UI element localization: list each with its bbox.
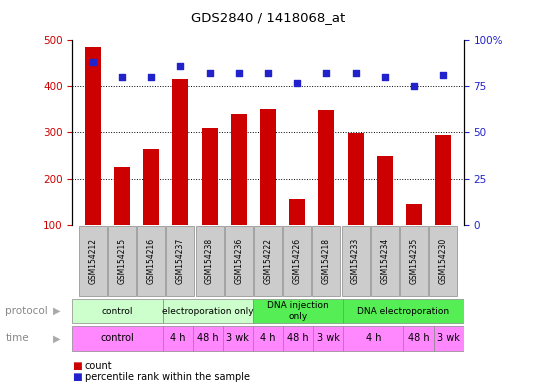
Text: DNA electroporation: DNA electroporation <box>358 306 450 316</box>
Bar <box>260 109 276 225</box>
Bar <box>114 167 130 225</box>
Bar <box>371 226 399 296</box>
Text: GSM154233: GSM154233 <box>351 238 360 284</box>
Text: ■: ■ <box>72 361 82 371</box>
Bar <box>318 110 334 225</box>
Text: count: count <box>85 361 113 371</box>
Bar <box>173 79 189 225</box>
Text: ▶: ▶ <box>53 333 60 344</box>
Bar <box>312 226 340 296</box>
Text: GSM154230: GSM154230 <box>438 238 448 284</box>
Text: 4 h: 4 h <box>170 333 185 344</box>
Point <box>235 70 243 76</box>
Point <box>118 74 126 80</box>
Bar <box>162 326 193 351</box>
Bar <box>347 133 363 225</box>
Bar <box>254 226 282 296</box>
Point <box>264 70 272 76</box>
Text: GSM154234: GSM154234 <box>381 238 389 284</box>
Bar <box>162 299 253 323</box>
Bar <box>253 299 343 323</box>
Bar <box>143 149 159 225</box>
Point <box>293 79 301 86</box>
Bar <box>283 226 311 296</box>
Text: GSM154235: GSM154235 <box>410 238 419 284</box>
Text: time: time <box>5 333 29 344</box>
Point <box>322 70 331 76</box>
Point <box>88 60 97 66</box>
Text: electroporation only: electroporation only <box>162 306 254 316</box>
Text: 3 wk: 3 wk <box>317 333 340 344</box>
Point <box>205 70 214 76</box>
Point <box>439 72 448 78</box>
Bar <box>404 326 434 351</box>
Text: GSM154226: GSM154226 <box>293 238 302 284</box>
Bar <box>435 135 451 225</box>
Bar <box>313 326 343 351</box>
Text: GSM154218: GSM154218 <box>322 238 331 284</box>
Point <box>176 63 185 69</box>
Point <box>147 74 155 80</box>
Text: 3 wk: 3 wk <box>227 333 249 344</box>
Text: GSM154237: GSM154237 <box>176 238 185 284</box>
Text: 4 h: 4 h <box>260 333 276 344</box>
Text: GSM154216: GSM154216 <box>147 238 155 284</box>
Bar <box>231 114 247 225</box>
Bar <box>289 199 305 225</box>
Text: 48 h: 48 h <box>408 333 429 344</box>
Bar <box>434 326 464 351</box>
Bar <box>406 204 422 225</box>
Point <box>381 74 389 80</box>
Bar <box>193 326 223 351</box>
Text: protocol: protocol <box>5 306 48 316</box>
Bar <box>253 326 283 351</box>
Bar <box>166 226 195 296</box>
Text: 48 h: 48 h <box>287 333 309 344</box>
Bar <box>196 226 224 296</box>
Bar <box>85 47 101 225</box>
Bar <box>72 299 162 323</box>
Bar <box>377 156 393 225</box>
Bar <box>343 326 404 351</box>
Text: GSM154236: GSM154236 <box>234 238 243 284</box>
Text: GSM154215: GSM154215 <box>117 238 126 284</box>
Point <box>410 83 418 89</box>
Text: percentile rank within the sample: percentile rank within the sample <box>85 372 250 382</box>
Bar <box>429 226 457 296</box>
Bar <box>343 299 464 323</box>
Bar <box>223 326 253 351</box>
Text: 4 h: 4 h <box>366 333 381 344</box>
Bar <box>79 226 107 296</box>
Text: GDS2840 / 1418068_at: GDS2840 / 1418068_at <box>191 12 345 25</box>
Text: DNA injection
only: DNA injection only <box>267 301 329 321</box>
Bar <box>137 226 165 296</box>
Text: 3 wk: 3 wk <box>437 333 460 344</box>
Bar <box>283 326 313 351</box>
Text: control: control <box>102 306 133 316</box>
Bar <box>202 128 218 225</box>
Text: GSM154222: GSM154222 <box>264 238 272 284</box>
Bar <box>108 226 136 296</box>
Bar <box>400 226 428 296</box>
Text: GSM154212: GSM154212 <box>88 238 98 284</box>
Bar <box>72 326 162 351</box>
Bar <box>341 226 370 296</box>
Text: GSM154238: GSM154238 <box>205 238 214 284</box>
Bar <box>225 226 253 296</box>
Text: ▶: ▶ <box>53 306 60 316</box>
Text: control: control <box>101 333 135 344</box>
Point <box>351 70 360 76</box>
Text: ■: ■ <box>72 372 82 382</box>
Text: 48 h: 48 h <box>197 333 219 344</box>
